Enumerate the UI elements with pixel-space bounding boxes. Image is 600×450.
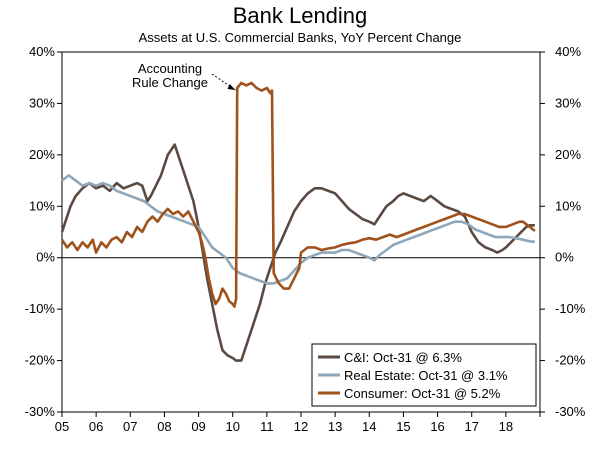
chart-subtitle: Assets at U.S. Commercial Banks, YoY Per… — [138, 30, 462, 45]
y-tick-label-right: 0% — [555, 250, 574, 265]
x-tick-label: 17 — [464, 419, 478, 434]
y-tick-label-left: -20% — [25, 353, 56, 368]
y-tick-label-right: -20% — [555, 353, 586, 368]
x-tick-label: 09 — [191, 419, 205, 434]
x-tick-label: 12 — [294, 419, 308, 434]
y-tick-label-left: 40% — [29, 44, 55, 59]
x-tick-label: 15 — [396, 419, 410, 434]
x-tick-label: 10 — [225, 419, 239, 434]
x-tick-label: 11 — [260, 419, 274, 434]
y-tick-label-left: 10% — [29, 198, 55, 213]
legend-box — [311, 343, 537, 407]
series-line — [60, 143, 535, 362]
annotation-label: Accounting — [138, 61, 202, 76]
y-tick-label-left: 0% — [36, 250, 55, 265]
x-tick-label: 06 — [89, 419, 103, 434]
series-layer — [60, 81, 536, 362]
y-tick-label-left: 30% — [29, 95, 55, 110]
x-tick-label: 08 — [157, 419, 171, 434]
series-line — [60, 81, 536, 308]
y-tick-label-right: -30% — [555, 404, 586, 419]
y-tick-label-left: -10% — [25, 301, 56, 316]
axes: 40% 40% 30% 30% 20% 20% 10% 10% 0% 0% -10% -10% -20%… — [25, 44, 586, 434]
legend: C&I: Oct-31 @ 6.3% Real Estate: Oct-31 @ … — [311, 343, 537, 407]
x-tick-label: 05 — [55, 419, 69, 434]
y-tick-label-right: 40% — [555, 44, 581, 59]
y-tick-label-right: -10% — [555, 301, 586, 316]
y-tick-label-left: 20% — [29, 147, 55, 162]
chart-title: Bank Lending — [232, 3, 368, 28]
y-tick-label-left: -30% — [25, 404, 56, 419]
legend-label: Real Estate: Oct-31 @ 3.1% — [344, 368, 508, 383]
annotation-arrow — [211, 73, 236, 91]
x-tick-label: 14 — [362, 419, 376, 434]
x-tick-label: 13 — [328, 419, 342, 434]
legend-label: Consumer: Oct-31 @ 5.2% — [344, 386, 501, 401]
x-tick-label: 16 — [430, 419, 444, 434]
y-tick-label-right: 30% — [555, 95, 581, 110]
legend-label: C&I: Oct-31 @ 6.3% — [344, 350, 462, 365]
y-tick-label-right: 20% — [555, 147, 581, 162]
x-tick-label: 18 — [499, 419, 513, 434]
annotation-label: Rule Change — [132, 75, 208, 90]
annotation-arrowhead — [227, 84, 236, 90]
x-tick-label: 07 — [123, 419, 137, 434]
y-tick-label-right: 10% — [555, 198, 581, 213]
